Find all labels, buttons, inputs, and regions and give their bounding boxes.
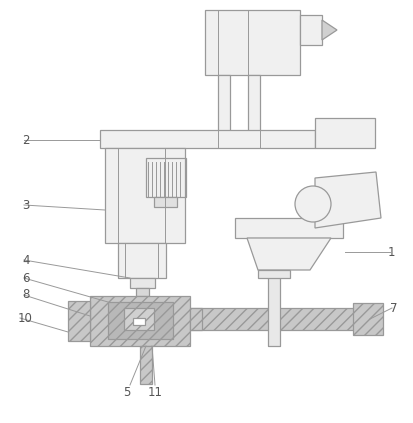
- Bar: [247, 75, 259, 132]
- Bar: [235, 218, 342, 238]
- Bar: [146, 158, 185, 197]
- Bar: [190, 308, 359, 330]
- Bar: [299, 15, 321, 45]
- Bar: [136, 288, 149, 296]
- Bar: [257, 270, 289, 278]
- Circle shape: [294, 186, 330, 222]
- Polygon shape: [247, 238, 330, 270]
- Text: 4: 4: [22, 253, 29, 266]
- Text: 7: 7: [389, 302, 396, 314]
- Text: 11: 11: [147, 385, 162, 398]
- Bar: [105, 148, 185, 243]
- Bar: [352, 303, 382, 335]
- Polygon shape: [314, 172, 380, 228]
- Bar: [130, 278, 154, 288]
- Bar: [204, 10, 299, 75]
- Text: 6: 6: [22, 272, 29, 285]
- Bar: [133, 318, 145, 325]
- Text: 5: 5: [123, 385, 131, 398]
- Bar: [218, 75, 230, 132]
- Text: 1: 1: [387, 245, 394, 258]
- Bar: [267, 233, 279, 346]
- Bar: [118, 243, 166, 278]
- Bar: [190, 308, 202, 330]
- Text: 2: 2: [22, 134, 29, 146]
- Text: 8: 8: [22, 288, 29, 302]
- Bar: [154, 197, 177, 207]
- Bar: [124, 308, 154, 330]
- Bar: [314, 118, 374, 148]
- Bar: [68, 301, 90, 341]
- Bar: [108, 302, 173, 339]
- Text: 10: 10: [18, 311, 33, 324]
- Bar: [90, 296, 190, 346]
- Bar: [100, 130, 314, 148]
- Bar: [140, 346, 152, 384]
- Polygon shape: [321, 20, 336, 40]
- Text: 3: 3: [22, 198, 29, 212]
